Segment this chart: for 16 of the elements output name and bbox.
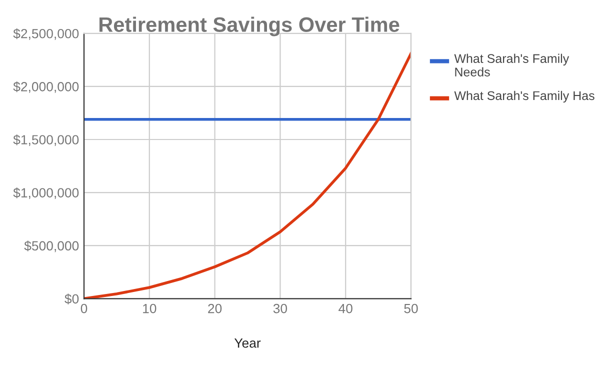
y-tick-label: $500,000 (24, 240, 79, 252)
x-tick-label: 50 (404, 304, 418, 314)
x-tick-label: 30 (273, 304, 288, 314)
x-axis-title: Year (234, 338, 261, 348)
chart-title: Retirement Savings Over Time (99, 16, 400, 36)
y-tick-label: $2,000,000 (13, 81, 79, 93)
x-tick-label: 40 (338, 304, 352, 314)
y-tick-label: $2,500,000 (13, 28, 79, 40)
x-tick-label: 20 (208, 304, 222, 314)
y-tick-label: $1,000,000 (13, 188, 79, 200)
x-tick-label: 10 (143, 304, 156, 314)
y-tick-label: $0 (64, 294, 79, 304)
x-tick-label: 0 (80, 304, 88, 314)
legend-label: What Sarah's Family Needs (454, 54, 570, 76)
y-tick-label: $1,500,000 (13, 134, 79, 146)
legend-label: What Sarah's Family Has (454, 90, 594, 103)
